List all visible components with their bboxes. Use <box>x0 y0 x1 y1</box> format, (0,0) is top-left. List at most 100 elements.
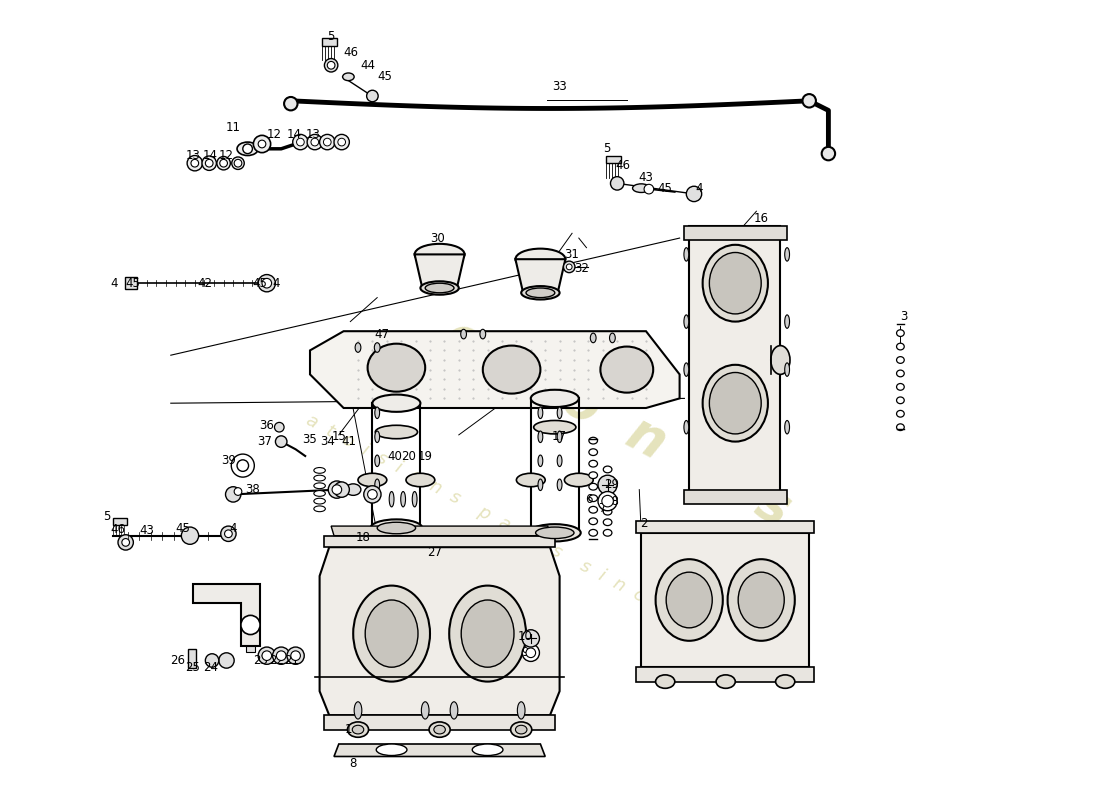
Ellipse shape <box>632 184 650 193</box>
Ellipse shape <box>421 702 429 719</box>
Circle shape <box>232 157 244 170</box>
Text: 45: 45 <box>125 277 140 290</box>
Ellipse shape <box>667 572 712 628</box>
Text: 36: 36 <box>260 418 274 432</box>
Bar <box>245 646 255 652</box>
Ellipse shape <box>710 373 761 434</box>
Circle shape <box>803 94 816 107</box>
Circle shape <box>311 138 319 146</box>
Circle shape <box>598 475 617 494</box>
Polygon shape <box>324 715 554 730</box>
Text: 28: 28 <box>604 494 619 508</box>
Ellipse shape <box>517 702 525 719</box>
Ellipse shape <box>558 479 562 490</box>
Ellipse shape <box>355 342 361 352</box>
Ellipse shape <box>377 522 416 534</box>
Circle shape <box>224 530 232 538</box>
Text: 24: 24 <box>202 661 218 674</box>
Circle shape <box>610 177 624 190</box>
Circle shape <box>234 488 242 495</box>
Ellipse shape <box>531 390 579 407</box>
Bar <box>188 649 196 668</box>
Circle shape <box>243 144 252 154</box>
Circle shape <box>221 526 236 542</box>
Text: 14: 14 <box>202 149 218 162</box>
Ellipse shape <box>375 407 379 418</box>
Ellipse shape <box>314 490 326 496</box>
Text: 44: 44 <box>360 58 375 72</box>
Text: 46: 46 <box>110 523 125 537</box>
Text: 16: 16 <box>754 212 769 226</box>
Ellipse shape <box>314 475 326 481</box>
Text: 38: 38 <box>245 483 260 496</box>
Ellipse shape <box>784 363 790 376</box>
Text: 22: 22 <box>268 654 284 667</box>
Ellipse shape <box>375 455 379 466</box>
Ellipse shape <box>342 73 354 81</box>
Circle shape <box>219 653 234 668</box>
Ellipse shape <box>483 346 540 394</box>
Ellipse shape <box>588 449 597 455</box>
Text: 4: 4 <box>695 182 703 194</box>
Text: 32: 32 <box>574 262 590 275</box>
Circle shape <box>293 134 308 150</box>
Text: 13: 13 <box>186 149 200 162</box>
Circle shape <box>226 486 241 502</box>
Ellipse shape <box>314 483 326 489</box>
Text: e  t  o  n  e  s: e t o n e s <box>434 309 800 536</box>
Ellipse shape <box>603 519 612 526</box>
Circle shape <box>602 495 614 507</box>
Circle shape <box>323 138 331 146</box>
Ellipse shape <box>558 431 562 442</box>
Ellipse shape <box>710 253 761 314</box>
Ellipse shape <box>784 421 790 434</box>
Ellipse shape <box>591 333 596 342</box>
Text: 46: 46 <box>344 46 359 59</box>
Circle shape <box>187 155 202 171</box>
Ellipse shape <box>371 519 422 537</box>
Circle shape <box>364 486 381 503</box>
Circle shape <box>526 648 536 658</box>
Circle shape <box>275 422 284 432</box>
Ellipse shape <box>603 477 612 483</box>
Polygon shape <box>516 259 565 293</box>
Text: 41: 41 <box>341 435 356 448</box>
Ellipse shape <box>433 726 446 734</box>
Ellipse shape <box>538 479 542 490</box>
Text: 21: 21 <box>284 654 299 667</box>
Circle shape <box>328 481 345 498</box>
Ellipse shape <box>684 315 689 328</box>
Ellipse shape <box>896 357 904 363</box>
Circle shape <box>262 651 272 661</box>
Ellipse shape <box>480 330 486 339</box>
Circle shape <box>566 264 572 270</box>
Ellipse shape <box>588 530 597 536</box>
Text: 9: 9 <box>521 646 529 659</box>
Polygon shape <box>641 533 810 667</box>
Ellipse shape <box>352 726 364 734</box>
Ellipse shape <box>656 559 723 641</box>
Circle shape <box>122 538 130 546</box>
Circle shape <box>202 156 217 170</box>
Ellipse shape <box>375 431 379 442</box>
Ellipse shape <box>373 394 420 412</box>
Text: 23: 23 <box>254 654 268 667</box>
Ellipse shape <box>588 460 597 467</box>
Circle shape <box>598 491 617 510</box>
Circle shape <box>234 159 242 167</box>
Text: 27: 27 <box>427 546 442 558</box>
Ellipse shape <box>588 483 597 490</box>
Polygon shape <box>310 331 680 408</box>
Ellipse shape <box>406 474 434 486</box>
Text: 15: 15 <box>331 430 346 443</box>
Ellipse shape <box>771 346 790 374</box>
Ellipse shape <box>538 407 542 418</box>
Ellipse shape <box>400 491 406 507</box>
Ellipse shape <box>420 282 459 294</box>
Circle shape <box>290 651 300 661</box>
Polygon shape <box>320 547 560 715</box>
Ellipse shape <box>510 722 531 738</box>
Ellipse shape <box>603 487 612 494</box>
Text: 10: 10 <box>518 630 532 643</box>
Ellipse shape <box>684 421 689 434</box>
